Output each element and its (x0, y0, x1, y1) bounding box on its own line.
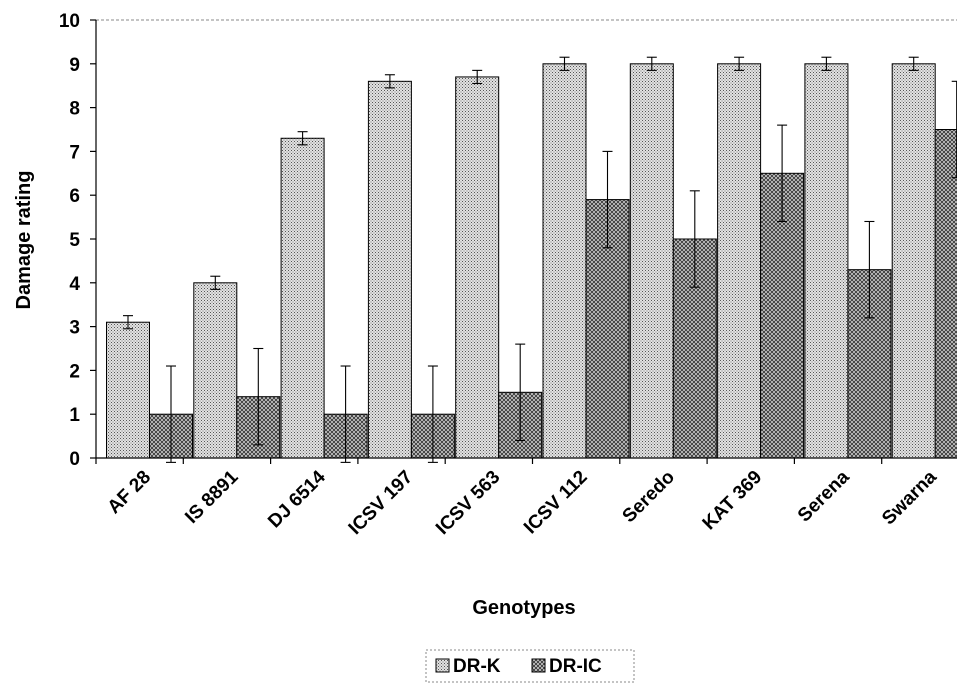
legend-swatch-dr-k (435, 658, 450, 673)
y-tick-label: 5 (69, 230, 80, 251)
x-ticks: AF 28 IS 8891 DJ 6514 ICSV 197 ICSV 563 ICSV … (95, 458, 941, 539)
bar-dr-k-is-8891 (193, 282, 238, 459)
x-tick-label-serena: Serena (794, 466, 854, 526)
bar-dr-k-kat-369 (717, 63, 762, 459)
y-tick-label: 1 (69, 405, 80, 426)
x-tick-label-dj-6514: DJ 6514 (264, 466, 330, 532)
bar-dr-k-icsv-563 (455, 76, 500, 459)
bar-dr-k-serena (804, 63, 849, 459)
legend-label-dr-ic: DR-IC (549, 656, 602, 677)
bar-dr-k-swarna (891, 63, 936, 459)
bar-dr-ic-swarna (934, 129, 957, 459)
y-tick-label: 6 (69, 186, 80, 207)
y-tick-label: 2 (69, 361, 80, 382)
x-tick-label-kat-369: KAT 369 (699, 467, 767, 535)
y-tick-label: 9 (69, 55, 80, 76)
bar-dr-k-af-28 (106, 321, 150, 459)
y-tick-label: 4 (69, 274, 80, 295)
y-tick-label: 0 (69, 449, 80, 470)
plot-area: 0 1 2 3 4 5 6 7 8 9 10 AF 28 IS 8891 DJ 6514 ICSV 197… (59, 11, 957, 539)
x-tick-label-seredo: Seredo (619, 467, 679, 527)
legend-swatch-dr-ic (531, 658, 546, 673)
y-tick-label: 3 (69, 318, 80, 339)
bar-dr-k-dj-6514 (280, 137, 325, 459)
y-axis-title: Damage rating (13, 171, 35, 310)
y-ticks: 0 1 2 3 4 5 6 7 8 9 10 (59, 11, 96, 470)
legend-label-dr-k: DR-K (453, 656, 501, 677)
bar-dr-k-seredo (629, 63, 674, 459)
x-tick-label-icsv-563: ICSV 563 (432, 467, 504, 539)
x-tick-label-af-28: AF 28 (104, 467, 155, 518)
bar-dr-k-icsv-197 (367, 80, 412, 459)
x-tick-label-icsv-197: ICSV 197 (345, 467, 417, 539)
legend-box (425, 649, 635, 683)
y-tick-label: 10 (59, 11, 80, 32)
legend: DR-K DR-IC (425, 649, 635, 683)
x-axis-title: Genotypes (472, 597, 575, 619)
bars-layer (106, 56, 957, 463)
x-tick-label-is-8891: IS 8891 (181, 466, 242, 527)
x-tick-label-icsv-112: ICSV 112 (520, 467, 592, 539)
bar-dr-k-icsv-112 (542, 63, 587, 459)
y-tick-label: 7 (69, 142, 80, 163)
x-tick-label-swarna: Swarna (878, 466, 941, 529)
y-tick-label: 8 (69, 99, 80, 120)
